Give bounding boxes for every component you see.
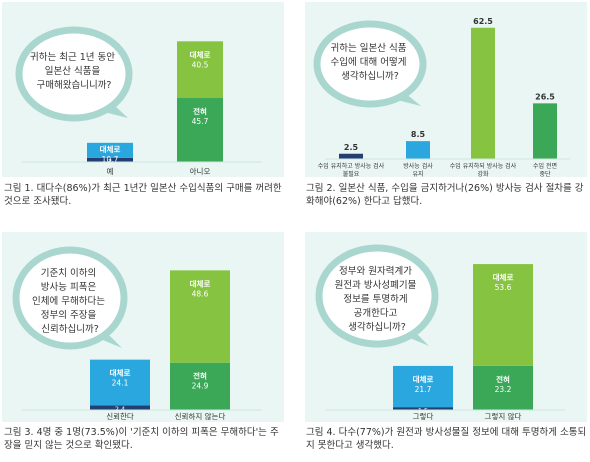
chart-3-category-label-1: 신뢰하지 않는다	[175, 411, 226, 421]
chart-4-series-label-전혀-1: 전혀	[496, 374, 510, 384]
chart-4-value-label-전혀-1: 23.2	[495, 385, 512, 394]
svg-text:기준치 이하의 방사능 피폭은: 기준치 이하의 방사능 피폭은 인체에 무해하다는 정부의 주장을 신뢰하십니까…	[32, 267, 108, 335]
chart-4-value-label-대체로-0: 21.7	[415, 385, 432, 394]
chart-1-question-line-2: 일본산 식품을	[45, 66, 101, 77]
chart-2-category-label-2-line-1: 강화	[477, 170, 489, 177]
chart-3-bar-대체로-1	[170, 270, 230, 363]
chart-3-series-label-대체로-1: 대체로	[190, 278, 211, 288]
chart-2-category-label-1: 방사능 검사 유지	[403, 162, 433, 177]
chart-3-series-label-대체로-0: 대체로	[110, 368, 131, 378]
chart-2-question-line-3: 생각하십니까?	[341, 70, 398, 82]
chart-3-bar-전혀-0	[90, 405, 150, 410]
chart-panel-4: 정부와 원자력계가 원전과 방사성폐기물 정보를 투명하게 공개한다고 생각하십…	[305, 232, 587, 422]
chart-4-bar-대체로-0	[393, 365, 453, 408]
chart-2-value-label-0: 2.5	[344, 143, 359, 152]
chart-1-value-label-대체로-1: 40.5	[192, 60, 209, 69]
chart-1-question-line-3: 구매해왔습니니까?	[37, 79, 112, 91]
chart-4-category-label-1: 그렇지 않다	[485, 411, 522, 421]
chart-1-question-line-1: 귀하는 최근 1년 동안	[30, 51, 115, 63]
chart-1-category-label-1: 아니오	[190, 166, 211, 176]
chart-3-value-label-대체로-0: 24.1	[112, 379, 129, 388]
chart-3-question-line-4: 정부의 주장을	[41, 310, 97, 321]
chart-3-question-line-1: 기준치 이하의	[41, 267, 96, 279]
chart-4-series-label-대체로-1: 대체로	[493, 272, 514, 282]
svg-text:귀하는 최근 1년 동안 일본산 식품을: 귀하는 최근 1년 동안 일본산 식품을 구매해왔습니니까?	[30, 51, 118, 91]
chart-1-question-bubble: 귀하는 최근 1년 동안 일본산 식품을 구매해왔습니니까?	[15, 26, 133, 122]
chart-3-value-label-전혀-1: 24.9	[192, 382, 209, 391]
chart-3-series-label-전혀-1: 전혀	[193, 371, 207, 381]
chart-4-bar-전혀-1	[473, 365, 533, 410]
chart-1-category-label-0: 예	[107, 166, 114, 176]
chart-1-bar-대체로-0	[87, 142, 133, 158]
chart-2-category-label-0-line-1: 불필요	[343, 171, 360, 177]
chart-2-category-label-0: 수입 유지하고 방사능 검사 불필요	[318, 162, 385, 177]
chart-2-plot: 2.5 수입 유지하고 방사능 검사 불필요 8.5 방사능 검사 유지 62.5 수입 유지…	[318, 17, 557, 177]
chart-2-category-label-2: 수입 유지하되 방사능 검사 강화	[450, 162, 517, 177]
chart-2-question-bubble: 귀하는 일본산 식품 수입에 대해 어떻게 생각하십니까?	[313, 20, 427, 108]
chart-2-category-label-1-line-1: 유지	[412, 170, 423, 177]
chart-1-bar-전혀-0	[87, 157, 133, 162]
chart-4-caption: 그림 4. 다수(77%)가 원전과 방사성물질 정보에 대해 투명하게 소통되…	[306, 427, 587, 451]
chart-3-bar-대체로-0	[90, 359, 150, 406]
chart-2-category-label-2-line-0: 수입 유지하되 방사능 검사	[450, 162, 517, 170]
chart-panel-3: 기준치 이하의 방사능 피폭은 인체에 무해하다는 정부의 주장을 신뢰하십니까…	[2, 232, 284, 422]
chart-1-series-label-전혀-1: 전혀	[193, 106, 207, 116]
chart-4-bar-전혀-0	[393, 407, 453, 410]
chart-4-question-bubble: 정부와 원자력계가 원전과 방사성폐기물 정보를 투명하게 공개한다고 생각하십…	[315, 244, 439, 348]
chart-3-question-line-5: 신뢰하십니까?	[41, 323, 98, 335]
chart-1-series-label-대체로-0: 대체로	[100, 144, 121, 154]
chart-2-category-label-1-line-0: 방사능 검사	[403, 162, 433, 170]
chart-3-caption: 그림 3. 4명 중 1명(73.5%)이 '기준치 이하의 피폭은 무해하다'…	[4, 427, 279, 451]
chart-2-value-label-1: 8.5	[411, 130, 426, 139]
chart-2-value-label-2: 62.5	[473, 17, 493, 26]
chart-1-svg: 귀하는 최근 1년 동안 일본산 식품을 구매해왔습니니까? 대체로10.73예…	[15, 26, 262, 176]
chart-1-series-label-대체로-1: 대체로	[190, 49, 211, 59]
chart-3-question-line-3: 인체에 무해하다는	[32, 295, 105, 307]
chart-2-svg: 귀하는 일본산 식품 수입에 대해 어떻게 생각하십니까? 2.5 수입 유지하고…	[313, 17, 570, 177]
chart-3-bar-전혀-1	[170, 362, 230, 410]
chart-4-svg: 정부와 원자력계가 원전과 방사성폐기물 정보를 투명하게 공개한다고 생각하십…	[315, 244, 565, 421]
chart-3-question-bubble: 기준치 이하의 방사능 피폭은 인체에 무해하다는 정부의 주장을 신뢰하십니까…	[12, 246, 128, 350]
chart-4-bar-대체로-1	[473, 264, 533, 366]
chart-2-category-label-3-line-1: 중단	[539, 170, 551, 177]
chart-3-svg: 기준치 이하의 방사능 피폭은 인체에 무해하다는 정부의 주장을 신뢰하십니까…	[12, 246, 262, 421]
svg-text:귀하는 일본산 식품 수입에 대해 어떻게: 귀하는 일본산 식품 수입에 대해 어떻게 생각하십니까?	[331, 42, 410, 82]
chart-1-bar-전혀-1	[177, 98, 223, 162]
chart-4-value-label-전혀-0: 1.5	[418, 407, 428, 415]
chart-2-question-line-2: 수입에 대해 어떻게	[331, 56, 407, 68]
chart-2-question-line-1: 귀하는 일본산 식품	[331, 42, 407, 54]
chart-4-category-label-0: 그렇다	[413, 411, 434, 421]
chart-4-question-line-5: 생각하십니까?	[348, 321, 405, 333]
chart-1-caption: 그림 1. 대다수(86%)가 최근 1년간 일본산 수입식품의 구매를 꺼려한…	[4, 183, 282, 207]
chart-2-category-label-0-line-0: 수입 유지하고 방사능 검사	[318, 162, 385, 170]
chart-4-question-line-4: 공개한다고	[354, 308, 398, 319]
chart-3-value-label-전혀-0: 2.4	[115, 405, 125, 413]
chart-4-question-line-3: 정보를 투명하게	[343, 293, 407, 305]
chart-4-question-line-1: 정부와 원자력계가	[339, 265, 412, 277]
chart-4-series-label-대체로-0: 대체로	[413, 374, 434, 384]
chart-1-value-label-전혀-1: 45.7	[192, 117, 209, 126]
chart-panel-1: 귀하는 최근 1년 동안 일본산 식품을 구매해왔습니니까? 대체로 10.7 3 예…	[2, 2, 284, 177]
chart-3-category-label-0: 신뢰한다	[106, 412, 134, 421]
chart-2-bar-1	[406, 141, 430, 159]
chart-3-value-label-대체로-1: 48.6	[192, 289, 209, 298]
chart-2-bar-2	[471, 27, 495, 159]
chart-2-value-label-3: 26.5	[535, 92, 555, 101]
chart-2-caption: 그림 2. 일본산 식품, 수입을 금지하거나(26%) 방사능 검사 절차를 …	[306, 183, 584, 207]
chart-1-value-label-전혀-0: 3	[108, 157, 112, 165]
chart-4-question-line-2: 원전과 방사성폐기물	[335, 279, 417, 291]
chart-1-value-label-대체로-0: 10.7	[102, 155, 119, 164]
chart-2-bar-0	[339, 153, 363, 159]
chart-2-category-label-3: 수입 전면 중단	[533, 162, 557, 177]
chart-1-bar-대체로-1	[177, 41, 223, 99]
svg-text:정부와 원자력계가 원전과 방사성폐기물: 정부와 원자력계가 원전과 방사성폐기물 정보를 투명하게 공개한다고 생각하십…	[335, 265, 420, 333]
chart-2-category-label-3-line-0: 수입 전면	[533, 162, 557, 170]
chart-4-value-label-대체로-1: 53.6	[495, 283, 512, 292]
chart-2-bar-3	[533, 103, 557, 159]
chart-panel-2: 귀하는 일본산 식품 수입에 대해 어떻게 생각하십니까? 2.5 수입 유지하고…	[305, 2, 587, 177]
chart-3-question-line-2: 방사능 피폭은	[41, 282, 97, 293]
